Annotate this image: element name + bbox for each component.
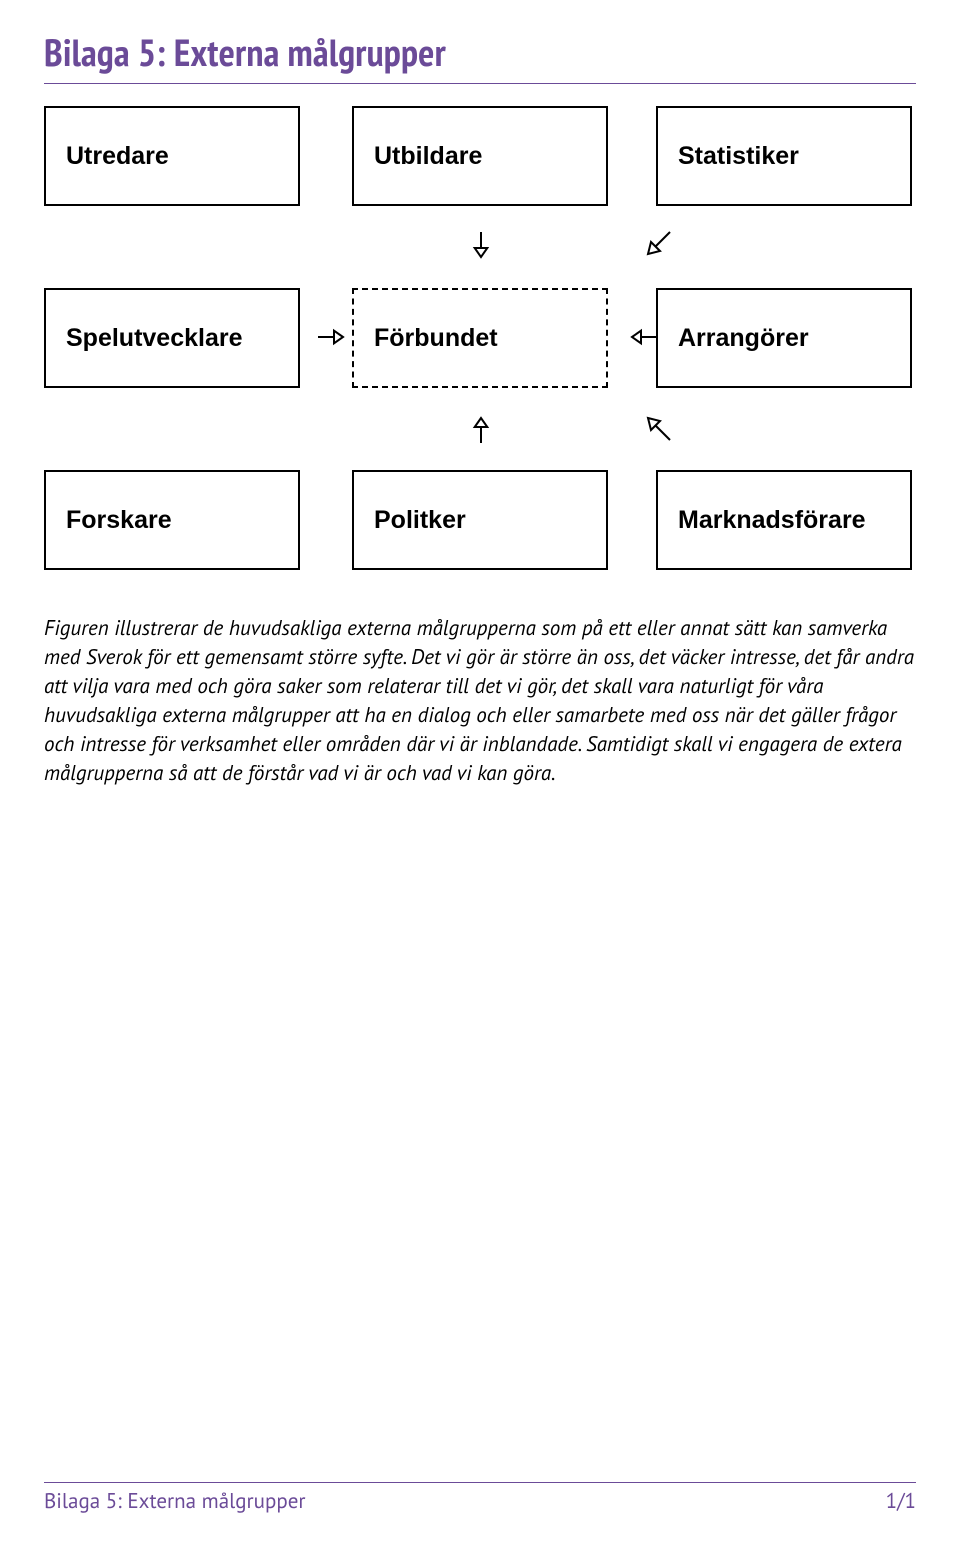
arrow-spelutvecklare-to-forbundet: [316, 328, 349, 351]
arrow-statistiker-to-forbundet: [644, 228, 674, 263]
arrow-marknadsforare-to-forbundet: [644, 414, 674, 449]
footer-left: Bilaga 5: Externa målgrupper: [44, 1487, 306, 1514]
node-politker: Politker: [352, 470, 608, 570]
page-title: Bilaga 5: Externa målgrupper: [44, 28, 916, 84]
arrow-utbildare-to-forbundet: [472, 230, 490, 268]
node-utredare: Utredare: [44, 106, 300, 206]
arrow-arrangorer-to-forbundet: [626, 328, 659, 351]
node-utbildare: Utbildare: [352, 106, 608, 206]
node-forskare: Forskare: [44, 470, 300, 570]
node-forbundet: Förbundet: [352, 288, 608, 388]
body-paragraph: Figuren illustrerar de huvudsakliga exte…: [44, 614, 916, 788]
footer-right: 1/1: [886, 1487, 916, 1514]
node-marknadsforare: Marknadsförare: [656, 470, 912, 570]
node-arrangorer: Arrangörer: [656, 288, 912, 388]
node-spelutvecklare: Spelutvecklare: [44, 288, 300, 388]
node-statistiker: Statistiker: [656, 106, 912, 206]
arrow-politker-to-forbundet: [472, 412, 490, 450]
page-footer: Bilaga 5: Externa målgrupper 1/1: [44, 1482, 916, 1514]
diagram: Utredare Utbildare Statistiker Spelutveckla…: [44, 106, 916, 586]
